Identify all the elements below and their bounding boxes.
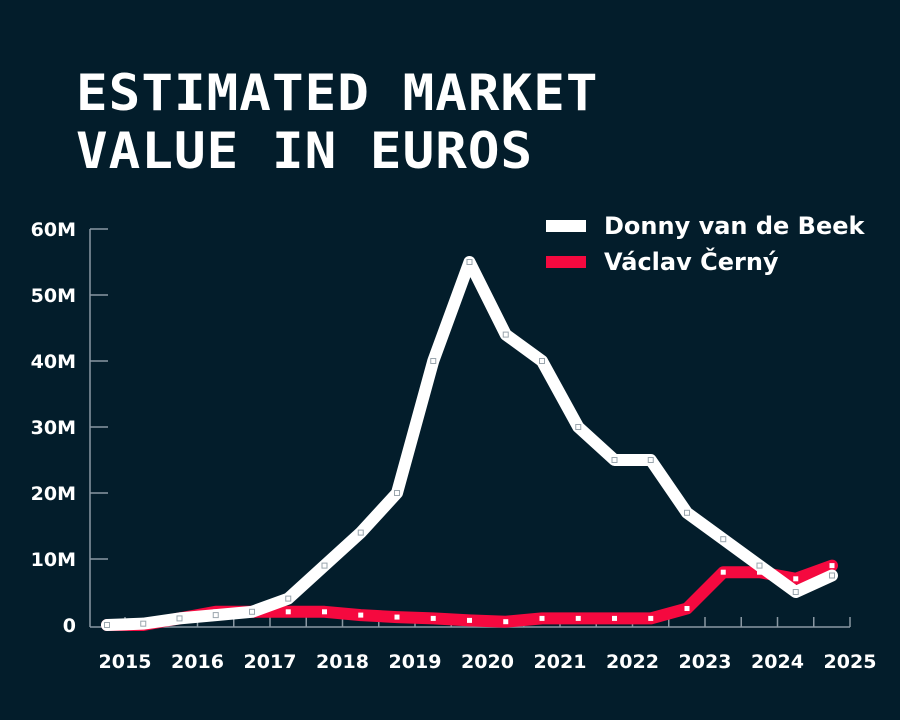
x-tick-label: 2022 <box>606 651 659 673</box>
data-point-marker <box>792 589 799 595</box>
x-tick-label: 2024 <box>751 651 804 673</box>
data-point-marker <box>285 595 292 602</box>
axis-labels: 0 10M 20M 30M 40M 50M 60M 2015 2016 2017 2018 2019 2… <box>31 219 877 673</box>
legend: Donny van de Beek Václav Černý <box>546 208 864 280</box>
data-point-marker <box>575 424 582 430</box>
data-point-marker <box>394 490 400 496</box>
x-tick-label: 2021 <box>534 651 587 673</box>
data-point-marker <box>213 609 219 615</box>
legend-swatch-red <box>546 256 586 268</box>
data-point-marker <box>467 617 472 623</box>
data-point-marker <box>322 609 327 615</box>
x-tick-label: 2015 <box>99 651 152 673</box>
data-point-marker <box>212 612 219 619</box>
data-point-marker <box>285 609 291 615</box>
x-tick-label: 2023 <box>679 651 732 673</box>
data-point-marker <box>575 615 581 621</box>
y-tick-label: 40M <box>31 351 76 373</box>
data-point-marker <box>321 562 328 569</box>
data-point-marker <box>684 509 690 516</box>
legend-label: Václav Černý <box>604 248 779 276</box>
series-lines <box>101 256 838 631</box>
y-tick-label: 10M <box>31 549 76 571</box>
data-point-marker <box>430 358 437 364</box>
data-point-marker <box>358 612 364 618</box>
legend-swatch-white <box>546 220 586 232</box>
y-tick-label: 0 <box>63 615 76 637</box>
y-tick-label: 50M <box>31 285 76 307</box>
chart-title-line-1: ESTIMATED MARKET <box>76 64 599 122</box>
x-tick-label: 2018 <box>316 651 369 673</box>
data-point-marker <box>539 615 545 621</box>
data-point-marker <box>502 331 509 338</box>
x-tick-label: 2025 <box>824 651 877 673</box>
data-point-marker <box>503 619 509 625</box>
data-point-marker <box>466 259 473 265</box>
y-tick-label: 30M <box>31 417 76 439</box>
data-point-marker <box>176 615 183 622</box>
data-point-marker <box>104 622 110 628</box>
data-point-marker <box>720 536 727 543</box>
data-point-marker <box>430 615 436 621</box>
data-point-marker <box>647 457 654 463</box>
data-point-marker <box>357 529 364 536</box>
legend-label: Donny van de Beek <box>604 212 865 240</box>
x-tick-label: 2019 <box>389 651 442 673</box>
data-point-marker <box>394 614 400 620</box>
data-point-marker <box>249 608 255 615</box>
chart-title-line-2: VALUE IN EUROS <box>76 122 534 180</box>
data-point-marker <box>793 576 799 582</box>
legend-item-cerny: Václav Černý <box>546 244 864 280</box>
data-point-marker <box>756 562 763 569</box>
data-point-marker <box>757 569 762 575</box>
data-point-marker <box>539 358 545 364</box>
data-point-marker <box>648 615 654 621</box>
y-tick-label: 20M <box>31 483 76 505</box>
chart-title: ESTIMATED MARKET VALUE IN EUROS <box>76 64 811 180</box>
x-tick-label: 2020 <box>461 651 514 673</box>
data-point-marker <box>611 457 618 463</box>
y-tick-label: 60M <box>31 219 76 241</box>
x-tick-label: 2016 <box>171 651 224 673</box>
data-point-marker <box>140 620 147 627</box>
data-point-marker <box>829 572 835 579</box>
data-point-marker <box>829 563 835 569</box>
data-point-marker <box>612 615 617 621</box>
data-point-marker <box>720 569 726 575</box>
data-point-marker <box>684 606 690 611</box>
legend-item-donny: Donny van de Beek <box>546 208 864 244</box>
x-tick-label: 2017 <box>244 651 297 673</box>
